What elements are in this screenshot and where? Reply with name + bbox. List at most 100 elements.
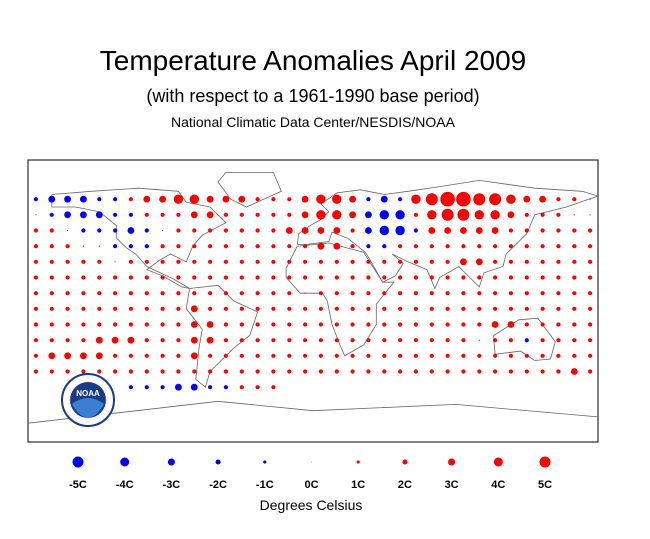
anomaly-dot bbox=[461, 369, 466, 374]
anomaly-dot bbox=[128, 244, 133, 249]
anomaly-dot bbox=[366, 275, 371, 280]
anomaly-dot bbox=[271, 259, 276, 264]
anomaly-dot bbox=[573, 214, 575, 216]
anomaly-dot bbox=[160, 259, 165, 264]
anomaly-dot bbox=[173, 194, 184, 204]
anomaly-dot bbox=[255, 197, 260, 202]
anomaly-dot bbox=[332, 210, 342, 220]
anomaly-dot bbox=[287, 291, 292, 296]
anomaly-dot bbox=[33, 291, 39, 296]
anomaly-dot bbox=[506, 194, 516, 204]
anomaly-dot bbox=[318, 306, 323, 311]
anomaly-dot bbox=[398, 306, 403, 311]
anomaly-dot bbox=[113, 291, 118, 296]
anomaly-dot bbox=[128, 306, 133, 311]
anomaly-dot bbox=[350, 244, 355, 249]
anomaly-dot bbox=[556, 259, 561, 264]
anomaly-dot bbox=[366, 306, 371, 311]
anomaly-dot bbox=[223, 306, 228, 311]
anomaly-dot bbox=[128, 353, 133, 358]
anomaly-dot bbox=[208, 275, 213, 280]
anomaly-dot bbox=[540, 259, 545, 264]
anomaly-dot bbox=[160, 322, 165, 327]
anomaly-dot bbox=[334, 259, 339, 264]
legend-dot bbox=[120, 457, 130, 467]
anomaly-dot bbox=[398, 244, 403, 249]
anomaly-dot bbox=[317, 242, 325, 250]
anomaly-dot bbox=[540, 244, 545, 249]
anomaly-dot bbox=[398, 197, 403, 202]
anomaly-dot bbox=[493, 369, 498, 374]
anomaly-dot bbox=[144, 291, 149, 296]
anomaly-dot bbox=[223, 275, 228, 280]
legend-dot bbox=[72, 456, 84, 468]
anomaly-dot bbox=[588, 306, 593, 311]
anomaly-dot bbox=[316, 210, 326, 220]
anomaly-dot bbox=[255, 244, 260, 249]
anomaly-dot bbox=[144, 385, 149, 390]
anomaly-dot bbox=[97, 291, 102, 296]
anomaly-dot bbox=[287, 244, 292, 249]
anomaly-dot bbox=[239, 291, 244, 296]
anomaly-dot bbox=[206, 211, 214, 219]
anomaly-dot bbox=[413, 244, 418, 249]
anomaly-dots bbox=[33, 191, 593, 391]
anomaly-dot bbox=[382, 244, 387, 249]
anomaly-dot bbox=[144, 322, 149, 327]
anomaly-dot bbox=[429, 244, 434, 249]
anomaly-dot bbox=[445, 338, 450, 343]
anomaly-dot bbox=[318, 259, 323, 264]
anomaly-dot bbox=[49, 244, 54, 249]
anomaly-dot bbox=[318, 322, 323, 327]
anomaly-dot bbox=[144, 369, 149, 374]
coastline bbox=[493, 317, 556, 361]
anomaly-dot bbox=[317, 227, 325, 234]
anomaly-dot bbox=[64, 211, 71, 219]
anomaly-dot bbox=[318, 275, 323, 280]
anomaly-dot bbox=[239, 353, 244, 358]
anomaly-dot bbox=[445, 369, 450, 374]
anomaly-dot bbox=[113, 244, 118, 249]
anomaly-dot bbox=[556, 369, 561, 374]
anomaly-dot bbox=[398, 369, 403, 374]
anomaly-dot bbox=[366, 197, 371, 202]
anomaly-dot bbox=[556, 212, 561, 217]
anomaly-dot bbox=[223, 322, 228, 327]
anomaly-dot bbox=[114, 261, 116, 263]
anomaly-dot bbox=[95, 352, 103, 360]
anomaly-dot bbox=[429, 275, 434, 280]
anomaly-dot bbox=[366, 369, 371, 374]
anomaly-dot bbox=[429, 338, 434, 343]
anomaly-dot bbox=[48, 195, 56, 203]
anomaly-dot bbox=[287, 259, 292, 264]
anomaly-dot bbox=[255, 275, 260, 280]
anomaly-dot bbox=[524, 369, 529, 374]
anomaly-dot bbox=[524, 291, 529, 296]
anomaly-dot bbox=[334, 306, 339, 311]
anomaly-dot bbox=[382, 322, 387, 327]
legend-label: -5C bbox=[69, 479, 87, 491]
anomaly-dot bbox=[303, 338, 308, 343]
anomaly-dot bbox=[303, 244, 308, 249]
anomaly-dot bbox=[176, 244, 181, 249]
anomaly-dot bbox=[445, 275, 450, 280]
anomaly-dot bbox=[572, 338, 577, 343]
legend-dot bbox=[356, 460, 360, 464]
anomaly-dot bbox=[572, 322, 577, 327]
anomaly-dot bbox=[429, 322, 434, 327]
anomaly-dot bbox=[491, 321, 499, 328]
anomaly-dot bbox=[301, 195, 309, 203]
anomaly-dot bbox=[413, 259, 418, 264]
anomaly-dot bbox=[413, 369, 418, 374]
anomaly-dot bbox=[477, 353, 482, 358]
anomaly-dot bbox=[223, 385, 228, 390]
anomaly-dot bbox=[303, 306, 308, 311]
anomaly-dot bbox=[461, 244, 466, 249]
anomaly-dot bbox=[461, 275, 466, 280]
anomaly-dot bbox=[489, 193, 502, 206]
anomaly-dot bbox=[238, 195, 246, 203]
anomaly-dot bbox=[366, 353, 371, 358]
anomaly-dot bbox=[98, 245, 100, 247]
anomaly-dot bbox=[457, 208, 470, 221]
anomaly-dot bbox=[350, 291, 355, 296]
